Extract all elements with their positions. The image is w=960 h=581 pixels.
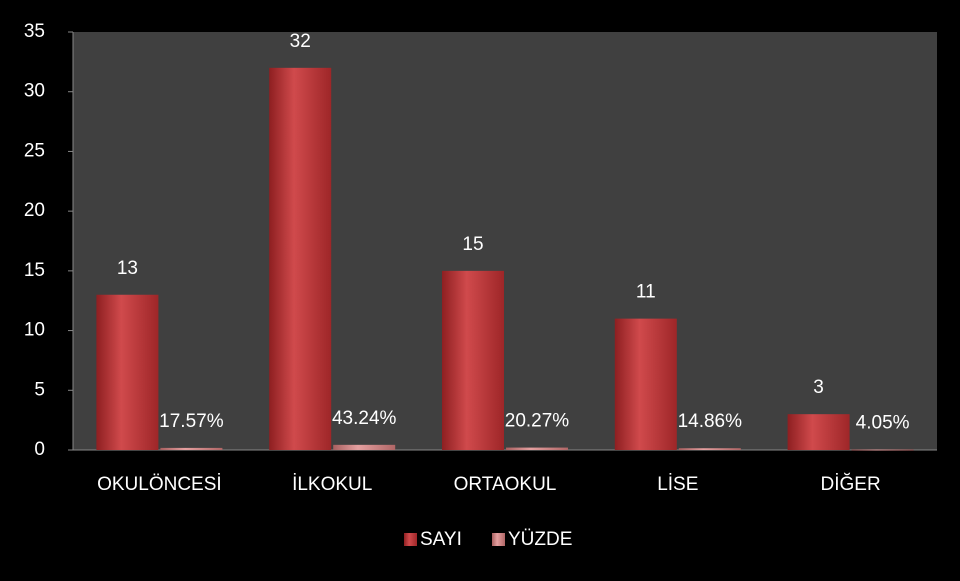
- bar: [333, 444, 396, 450]
- bar: [96, 294, 159, 450]
- bar: [269, 67, 332, 450]
- y-tick-label: 10: [24, 320, 45, 341]
- y-tick-label: 15: [24, 260, 45, 281]
- data-label: 15: [462, 234, 483, 255]
- legend-label: SAYI: [420, 529, 462, 550]
- bar: [851, 449, 914, 451]
- legend-label: YÜZDE: [508, 529, 572, 550]
- data-label: 3: [813, 377, 824, 398]
- bar: [160, 447, 223, 450]
- legend-swatch: [404, 533, 417, 546]
- y-tick-label: 30: [24, 81, 45, 102]
- x-tick-label: LİSE: [657, 474, 698, 495]
- x-tick-label: OKULÖNCESİ: [97, 474, 222, 495]
- data-label: 14.86%: [678, 411, 743, 432]
- y-tick-label: 0: [34, 439, 45, 460]
- data-label: 20.27%: [505, 411, 570, 432]
- bar: [442, 270, 504, 450]
- y-tick-label: 5: [34, 379, 45, 400]
- bar: [506, 447, 568, 450]
- data-label: 4.05%: [856, 413, 910, 434]
- x-tick-label: ORTAOKUL: [454, 474, 557, 495]
- plot-area: [73, 32, 937, 450]
- bar: [678, 448, 741, 450]
- data-label: 11: [636, 282, 656, 303]
- data-label: 43.24%: [332, 408, 397, 429]
- y-tick-label: 20: [24, 200, 45, 221]
- data-label: 17.57%: [159, 411, 224, 432]
- bar: [787, 414, 850, 450]
- data-label: 32: [290, 31, 311, 52]
- x-tick-label: İLKOKUL: [292, 474, 372, 495]
- bar: [614, 318, 677, 450]
- x-tick-label: DİĞER: [821, 473, 881, 495]
- data-label: 13: [117, 258, 138, 279]
- y-tick-label: 35: [24, 21, 45, 42]
- legend-swatch: [492, 533, 505, 546]
- y-tick-label: 25: [24, 140, 45, 161]
